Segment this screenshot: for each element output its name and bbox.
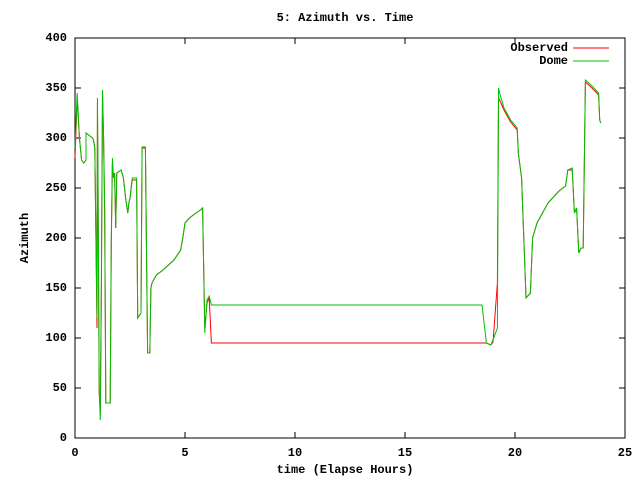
y-tick-label: 250	[45, 181, 67, 195]
y-tick-label: 200	[45, 231, 67, 245]
x-tick-label: 0	[71, 446, 78, 460]
x-axis-label: time (Elapse Hours)	[277, 463, 414, 477]
x-tick-label: 10	[288, 446, 302, 460]
legend-label: Observed	[510, 41, 568, 55]
y-tick-label: 50	[53, 381, 67, 395]
x-tick-label: 25	[618, 446, 632, 460]
y-tick-label: 0	[60, 431, 67, 445]
x-tick-label: 20	[508, 446, 522, 460]
y-tick-label: 300	[45, 131, 67, 145]
series-line	[74, 78, 602, 421]
y-tick-label: 150	[45, 281, 67, 295]
x-tick-label: 15	[398, 446, 412, 460]
y-tick-label: 100	[45, 331, 67, 345]
y-axis-label: Azimuth	[18, 213, 32, 263]
y-tick-label: 400	[45, 31, 67, 45]
legend-label: Dome	[539, 54, 568, 68]
x-tick-label: 5	[181, 446, 188, 460]
chart-title: 5: Azimuth vs. Time	[277, 11, 414, 25]
y-tick-label: 350	[45, 81, 67, 95]
